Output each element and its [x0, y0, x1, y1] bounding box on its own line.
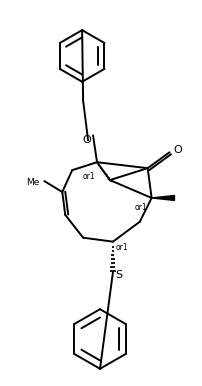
- Polygon shape: [152, 195, 175, 200]
- Text: O: O: [83, 135, 92, 146]
- Text: or1: or1: [83, 172, 95, 181]
- Text: S: S: [115, 271, 122, 281]
- Text: or1: or1: [134, 203, 147, 212]
- Text: or1: or1: [116, 243, 128, 252]
- Text: O: O: [173, 145, 182, 155]
- Text: Me: Me: [26, 178, 39, 186]
